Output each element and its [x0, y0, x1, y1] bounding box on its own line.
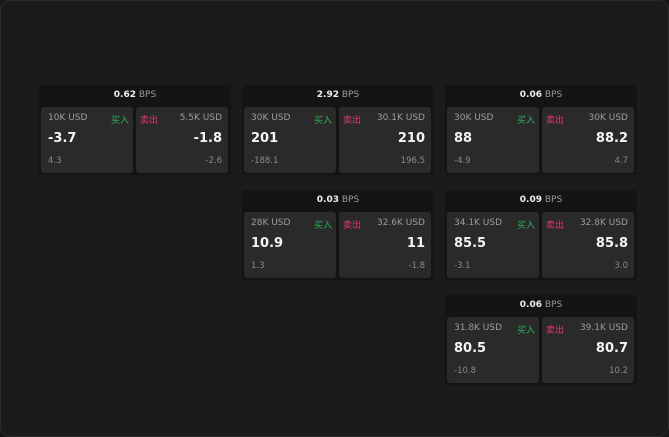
buy-button[interactable]: 28K USD 买入 10.9 1.3 [244, 212, 336, 278]
buy-label: 买入 [516, 221, 535, 231]
spread-header: 0.09 BPS [445, 190, 637, 211]
sell-size: 30.1K USD [376, 113, 425, 123]
spread-unit: BPS [544, 195, 563, 205]
buy-delta: -3.1 [454, 261, 471, 271]
buy-delta: -10.8 [454, 366, 476, 376]
buy-price: -3.7 [48, 131, 77, 146]
sell-size: 32.8K USD [579, 218, 628, 228]
spread-value: 0.03 [316, 195, 339, 205]
sell-label: 卖出 [546, 221, 565, 231]
buy-size: 30K USD [251, 113, 291, 123]
sell-price: 210 [397, 131, 425, 146]
spread-value: 0.62 [113, 90, 136, 100]
buy-size: 28K USD [251, 218, 291, 228]
quote-card: 2.92 BPS 30K USD 买入 201 -188.1 卖出 30.1K … [242, 85, 434, 175]
spread-header: 2.92 BPS [242, 85, 434, 106]
buy-button[interactable]: 30K USD 买入 201 -188.1 [244, 107, 336, 173]
spread-header: 0.06 BPS [445, 85, 637, 106]
buy-label: 买入 [516, 116, 535, 126]
buy-price: 80.5 [454, 341, 487, 356]
spread-value: 0.06 [519, 300, 542, 310]
sell-label: 卖出 [140, 116, 159, 126]
buy-price: 10.9 [251, 236, 284, 251]
spread-header: 0.62 BPS [39, 85, 231, 106]
sell-delta: -2.6 [205, 156, 222, 166]
spread-header: 0.06 BPS [445, 295, 637, 316]
quote-card: 0.09 BPS 34.1K USD 买入 85.5 -3.1 卖出 32.8K… [445, 190, 637, 280]
sell-price: 85.8 [595, 236, 628, 251]
buy-label: 买入 [516, 326, 535, 336]
sell-button[interactable]: 卖出 32.6K USD 11 -1.8 [339, 212, 431, 278]
spread-unit: BPS [138, 90, 157, 100]
sell-size: 39.1K USD [579, 323, 628, 333]
sell-price: 80.7 [595, 341, 628, 356]
buy-delta: -4.9 [454, 156, 471, 166]
sell-button[interactable]: 卖出 30K USD 88.2 4.7 [542, 107, 634, 173]
buy-size: 10K USD [48, 113, 88, 123]
buy-price: 88 [454, 131, 473, 146]
sell-price: 88.2 [595, 131, 628, 146]
sell-label: 卖出 [546, 116, 565, 126]
spread-unit: BPS [544, 90, 563, 100]
spread-value: 0.09 [519, 195, 542, 205]
buy-button[interactable]: 31.8K USD 买入 80.5 -10.8 [447, 317, 539, 383]
buy-delta: 1.3 [251, 261, 265, 271]
sell-label: 卖出 [343, 116, 362, 126]
sell-button[interactable]: 卖出 39.1K USD 80.7 10.2 [542, 317, 634, 383]
buy-size: 31.8K USD [454, 323, 503, 333]
sell-price: -1.8 [193, 131, 222, 146]
buy-size: 30K USD [454, 113, 494, 123]
spread-header: 0.03 BPS [242, 190, 434, 211]
spread-unit: BPS [341, 195, 360, 205]
quote-card: 0.62 BPS 10K USD 买入 -3.7 4.3 卖出 5.5K USD… [39, 85, 231, 175]
spread-unit: BPS [544, 300, 563, 310]
sell-button[interactable]: 卖出 5.5K USD -1.8 -2.6 [136, 107, 228, 173]
sell-size: 30K USD [588, 113, 628, 123]
sell-label: 卖出 [546, 326, 565, 336]
buy-price: 85.5 [454, 236, 487, 251]
buy-label: 买入 [313, 221, 332, 231]
sell-delta: 10.2 [609, 366, 628, 376]
buy-label: 买入 [313, 116, 332, 126]
sell-delta: 196.5 [400, 156, 425, 166]
spread-value: 2.92 [316, 90, 339, 100]
sell-delta: 4.7 [614, 156, 628, 166]
spread-unit: BPS [341, 90, 360, 100]
sell-button[interactable]: 卖出 30.1K USD 210 196.5 [339, 107, 431, 173]
buy-button[interactable]: 10K USD 买入 -3.7 4.3 [41, 107, 133, 173]
sell-button[interactable]: 卖出 32.8K USD 85.8 3.0 [542, 212, 634, 278]
sell-label: 卖出 [343, 221, 362, 231]
buy-button[interactable]: 30K USD 买入 88 -4.9 [447, 107, 539, 173]
buy-label: 买入 [110, 116, 129, 126]
quote-card: 0.06 BPS 30K USD 买入 88 -4.9 卖出 30K USD 8… [445, 85, 637, 175]
buy-price: 201 [251, 131, 279, 146]
sell-price: 11 [406, 236, 425, 251]
sell-size: 32.6K USD [376, 218, 425, 228]
buy-button[interactable]: 34.1K USD 买入 85.5 -3.1 [447, 212, 539, 278]
buy-delta: -188.1 [251, 156, 279, 166]
sell-delta: 3.0 [614, 261, 628, 271]
buy-size: 34.1K USD [454, 218, 503, 228]
sell-size: 5.5K USD [179, 113, 222, 123]
buy-delta: 4.3 [48, 156, 62, 166]
spread-value: 0.06 [519, 90, 542, 100]
quote-card: 0.03 BPS 28K USD 买入 10.9 1.3 卖出 32.6K US… [242, 190, 434, 280]
sell-delta: -1.8 [408, 261, 425, 271]
quote-card: 0.06 BPS 31.8K USD 买入 80.5 -10.8 卖出 39.1… [445, 295, 637, 385]
